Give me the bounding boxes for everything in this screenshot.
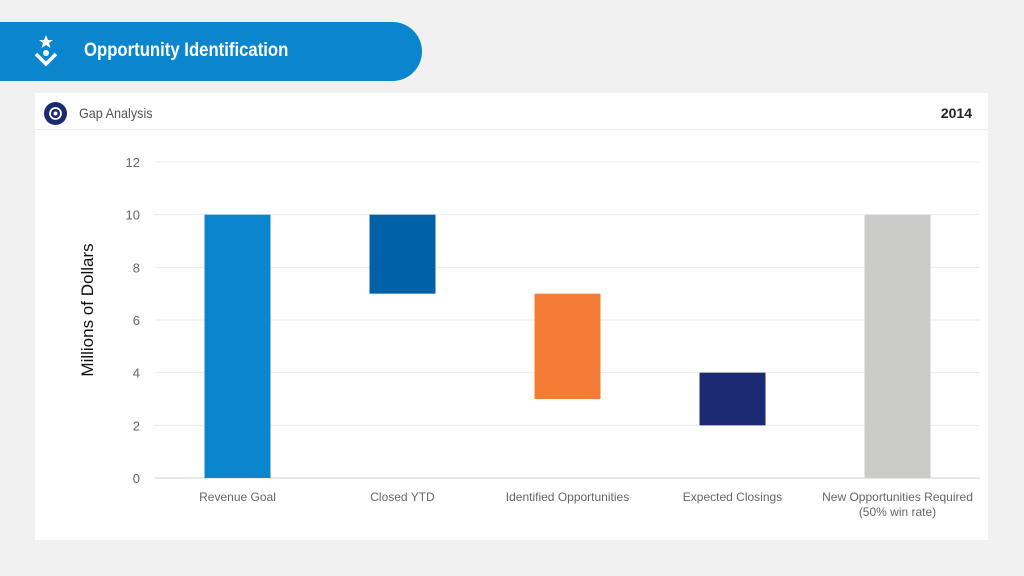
x-tick-label: Identified Opportunities (506, 490, 629, 504)
year-label: 2014 (940, 105, 972, 121)
y-tick-label: 10 (126, 208, 140, 223)
bar (864, 214, 931, 478)
bar (369, 214, 436, 294)
y-tick-label: 6 (133, 313, 140, 328)
x-tick-label: Closed YTD (370, 490, 435, 504)
card-title: Gap Analysis (79, 105, 153, 121)
x-tick-label: New Opportunities Required (822, 490, 973, 504)
header-banner: Opportunity Identification (0, 22, 422, 81)
card-header: Gap Analysis 2014 (35, 93, 988, 130)
page-title: Opportunity Identification (84, 40, 289, 61)
x-tick-label: Expected Closings (683, 490, 782, 504)
y-tick-label: 8 (133, 260, 140, 275)
y-tick-label: 2 (133, 418, 140, 433)
x-tick-label: (50% win rate) (859, 505, 936, 519)
bar (534, 293, 601, 399)
gap-analysis-card: Gap Analysis 2014 (35, 93, 988, 540)
y-tick-label: 0 (133, 471, 140, 486)
target-icon (44, 102, 67, 125)
y-axis-label: Millions of Dollars (78, 243, 97, 376)
person-star-icon (34, 35, 58, 67)
y-tick-label: 12 (126, 155, 140, 170)
bar (699, 372, 766, 426)
bar (204, 214, 271, 478)
y-tick-label: 4 (133, 366, 140, 381)
x-tick-label: Revenue Goal (199, 490, 276, 504)
